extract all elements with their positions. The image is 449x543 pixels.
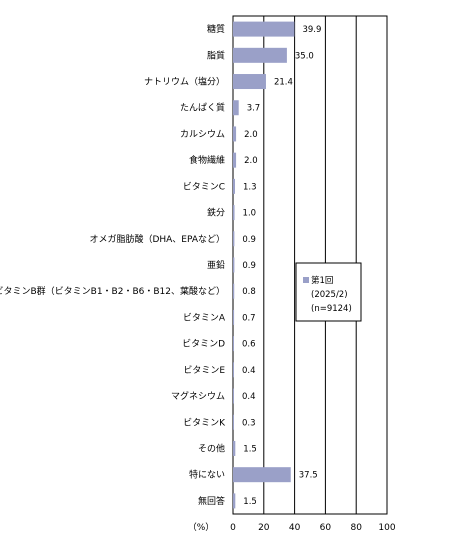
category-label: 食物繊維 (189, 154, 225, 166)
legend-swatch (303, 277, 309, 283)
value-label: 0.9 (242, 235, 256, 245)
category-label: カルシウム (180, 129, 225, 140)
x-tick-label: 40 (289, 523, 301, 533)
category-label: ビタミンC (183, 181, 225, 192)
legend-series-name: 第1回 (311, 275, 333, 286)
value-label: 1.0 (243, 209, 257, 219)
legend: 第1回 (2025/2) (n=9124) (295, 262, 362, 322)
category-label: ビタミンA (183, 312, 226, 323)
bars (233, 21, 295, 509)
bar (233, 336, 234, 352)
value-labels: 39.9 35.0 21.4 3.7 2.0 2.0 1.3 1.0 0.9 0.9 0.8 0.7 0… (242, 25, 321, 507)
category-label: その他 (198, 442, 225, 454)
value-label: 3.7 (247, 104, 261, 114)
value-label: 37.5 (299, 471, 318, 481)
bar (233, 126, 237, 142)
bar (233, 414, 234, 430)
x-tick-label: 60 (320, 523, 332, 533)
value-label: 0.9 (242, 261, 256, 271)
value-label: 2.0 (244, 130, 258, 140)
bar (233, 388, 234, 404)
category-label: ビタミンE (183, 365, 225, 376)
bar (233, 493, 236, 509)
category-label: ビタミンD (182, 339, 225, 350)
legend-box (295, 262, 362, 322)
bar (233, 440, 236, 456)
category-label: マグネシウム (171, 390, 225, 402)
category-label: 鉄分 (207, 207, 225, 219)
category-label: オメガ脂肪酸（DHA、EPAなど） (89, 233, 225, 245)
value-label: 0.4 (242, 366, 256, 376)
value-label: 0.4 (242, 392, 256, 402)
bar (233, 362, 234, 378)
bar (233, 283, 235, 299)
bar (233, 152, 237, 168)
bar (233, 178, 236, 194)
category-label: 亜鉛 (207, 259, 225, 271)
value-label: 21.4 (274, 78, 293, 88)
x-tick-label: 20 (258, 523, 270, 533)
value-label: 0.7 (242, 313, 256, 323)
bar (233, 100, 239, 116)
value-label: 2.0 (244, 156, 258, 166)
value-label: 0.8 (242, 287, 256, 297)
category-label: 糖質 (207, 23, 225, 35)
legend-line-date: (2025/2) (311, 290, 348, 300)
category-label: ナトリウム（塩分） (144, 76, 225, 88)
value-label: 1.5 (243, 444, 257, 454)
x-tick-label: 100 (378, 523, 395, 533)
x-axis-ticks: 0 20 40 60 80 100 (230, 523, 396, 533)
category-label: 無回答 (198, 495, 225, 507)
value-label: 35.0 (295, 51, 314, 61)
x-tick-label: 0 (230, 523, 236, 533)
bar (233, 309, 235, 325)
bar (233, 47, 287, 63)
category-label: 特にない (189, 469, 225, 481)
legend-line-n: (n=9124) (311, 304, 352, 314)
value-label: 1.3 (243, 182, 257, 192)
bar (233, 205, 235, 221)
bar (233, 257, 235, 273)
category-label: ビタミンB群（ビタミンB1・B2・B6・B12、葉酸など） (0, 285, 225, 297)
bar (233, 21, 295, 37)
bar (233, 467, 291, 483)
value-label: 39.9 (302, 25, 321, 35)
value-label: 0.3 (242, 418, 256, 428)
bar (233, 74, 266, 90)
value-label: 1.5 (243, 497, 257, 507)
value-label: 0.6 (242, 340, 256, 350)
x-axis-label: （%） (188, 522, 215, 533)
bar (233, 231, 235, 247)
x-tick-label: 80 (350, 523, 362, 533)
category-label: 脂質 (207, 49, 225, 61)
category-label: ビタミンK (183, 417, 226, 428)
category-label: たんぱく質 (180, 102, 225, 114)
